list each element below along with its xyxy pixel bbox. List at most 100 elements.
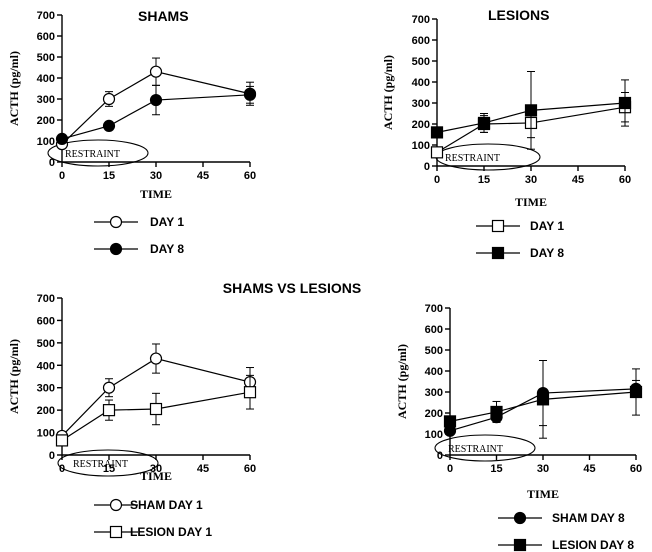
restraint-label: RESTRAINT — [448, 444, 503, 455]
data-point — [102, 404, 116, 417]
x-tick-label: 0 — [59, 170, 65, 182]
x-tick-label: 45 — [197, 170, 209, 182]
restraint-label: RESTRAINT — [65, 149, 120, 160]
y-axis-label: ACTH (pg/ml) — [7, 51, 21, 126]
y-tick-label: 0 — [49, 450, 55, 462]
legend-entry: SHAM DAY 1 — [94, 498, 203, 512]
y-tick-label: 700 — [37, 10, 55, 22]
chart-lesions: 0 100 200 300 400 500 600 700 0 15 30 45 60 TIME ACTH … — [381, 7, 631, 260]
figure-title: SHAMS VS LESIONS — [223, 280, 361, 296]
y-axis-label: ACTH (pg/ml) — [7, 339, 21, 414]
chart-title: SHAMS — [138, 8, 189, 24]
data-point — [102, 119, 116, 132]
y-tick-label: 500 — [412, 56, 430, 68]
legend-entry: DAY 1 — [94, 215, 184, 229]
data-point — [430, 146, 444, 159]
x-tick-label: 45 — [572, 174, 584, 186]
x-tick-label: 0 — [434, 174, 440, 186]
x-tick-label: 30 — [150, 463, 162, 475]
y-tick-label: 300 — [37, 94, 55, 106]
data-point — [524, 104, 538, 117]
series-lesion-day-1 — [55, 374, 257, 447]
x-tick-label: 15 — [103, 463, 115, 475]
y-tick-label: 100 — [37, 428, 55, 440]
y-tick-label: 600 — [37, 31, 55, 43]
legend-marker — [513, 511, 527, 525]
y-tick-label: 100 — [425, 429, 443, 441]
chart-shams-vs-lesions-day8: 0 100 200 300 400 500 600 700 0 15 30 45 60 TIME ACTH … — [395, 303, 642, 552]
legend-entry: DAY 1 — [476, 219, 564, 233]
y-tick-label: 600 — [425, 324, 443, 336]
legend-marker — [109, 498, 123, 512]
x-axis-label: TIME — [515, 195, 547, 209]
legend-marker — [513, 538, 527, 552]
x-tick-label: 30 — [537, 463, 549, 475]
legend-label: SHAM DAY 1 — [130, 498, 203, 512]
chart-shams-vs-lesions-day1: 0 100 200 300 400 500 600 700 0 15 30 45 60 TIME ACTH … — [7, 293, 256, 539]
legend-marker — [109, 215, 123, 229]
y-tick-label: 700 — [425, 303, 443, 315]
y-tick-label: 500 — [425, 345, 443, 357]
legend-entry: LESION DAY 1 — [94, 525, 212, 539]
legend-marker — [109, 242, 123, 256]
y-tick-label: 400 — [37, 360, 55, 372]
x-tick-label: 30 — [150, 170, 162, 182]
data-point — [430, 126, 444, 139]
data-point — [149, 65, 163, 78]
data-point — [102, 381, 116, 394]
y-axis-label: ACTH (pg/ml) — [395, 344, 409, 419]
x-tick-label: 15 — [490, 463, 502, 475]
restraint-ellipse — [434, 434, 536, 462]
data-point — [536, 393, 550, 406]
series-line — [61, 94, 251, 140]
legend-entry: LESION DAY 8 — [498, 538, 634, 552]
y-axis-label: ACTH (pg/ml) — [381, 55, 395, 130]
y-tick-label: 300 — [412, 98, 430, 110]
series-day-8 — [55, 84, 257, 145]
restraint-ellipse — [57, 449, 159, 477]
legend-marker — [491, 219, 505, 233]
x-tick-label: 15 — [103, 170, 115, 182]
chart-shams: 0 100 200 300 400 500 600 700 0 15 30 45 60 TIME ACTH … — [7, 8, 256, 256]
y-tick-label: 200 — [37, 405, 55, 417]
legend-label: DAY 1 — [530, 219, 564, 233]
series-sham-day-1 — [55, 343, 257, 443]
data-point — [618, 96, 632, 110]
y-tick-label: 0 — [437, 450, 443, 462]
y-tick-label: 400 — [425, 366, 443, 378]
x-tick-label: 45 — [197, 463, 209, 475]
legend-label: DAY 1 — [150, 215, 184, 229]
series-line — [436, 106, 626, 153]
y-tick-label: 200 — [425, 408, 443, 420]
chart-title: LESIONS — [488, 7, 549, 23]
series-line — [61, 391, 251, 441]
restraint-label: RESTRAINT — [445, 153, 500, 164]
y-tick-label: 100 — [412, 140, 430, 152]
y-tick-label: 100 — [37, 136, 55, 148]
x-tick-label: 60 — [244, 170, 256, 182]
x-tick-label: 60 — [244, 463, 256, 475]
y-tick-label: 400 — [37, 73, 55, 85]
y-tick-label: 600 — [412, 35, 430, 47]
x-axis-label: TIME — [140, 187, 172, 201]
data-point — [55, 132, 69, 145]
restraint-label: RESTRAINT — [73, 459, 128, 470]
y-tick-label: 600 — [37, 315, 55, 327]
legend-label: DAY 8 — [530, 246, 564, 260]
series-lesion-day-8 — [443, 360, 643, 439]
legend-marker — [491, 246, 505, 260]
y-tick-label: 700 — [37, 293, 55, 305]
y-tick-label: 0 — [424, 161, 430, 173]
legend-label: LESION DAY 1 — [130, 525, 212, 539]
data-point — [243, 88, 257, 101]
data-point — [490, 405, 503, 419]
x-tick-label: 60 — [619, 174, 631, 186]
y-tick-label: 500 — [37, 52, 55, 64]
data-point — [149, 93, 163, 107]
y-tick-label: 400 — [412, 77, 430, 89]
x-axis-label: TIME — [140, 469, 172, 483]
legend-marker — [109, 525, 123, 539]
x-tick-label: 15 — [478, 174, 490, 186]
series-line — [449, 391, 637, 422]
data-point — [149, 402, 163, 416]
